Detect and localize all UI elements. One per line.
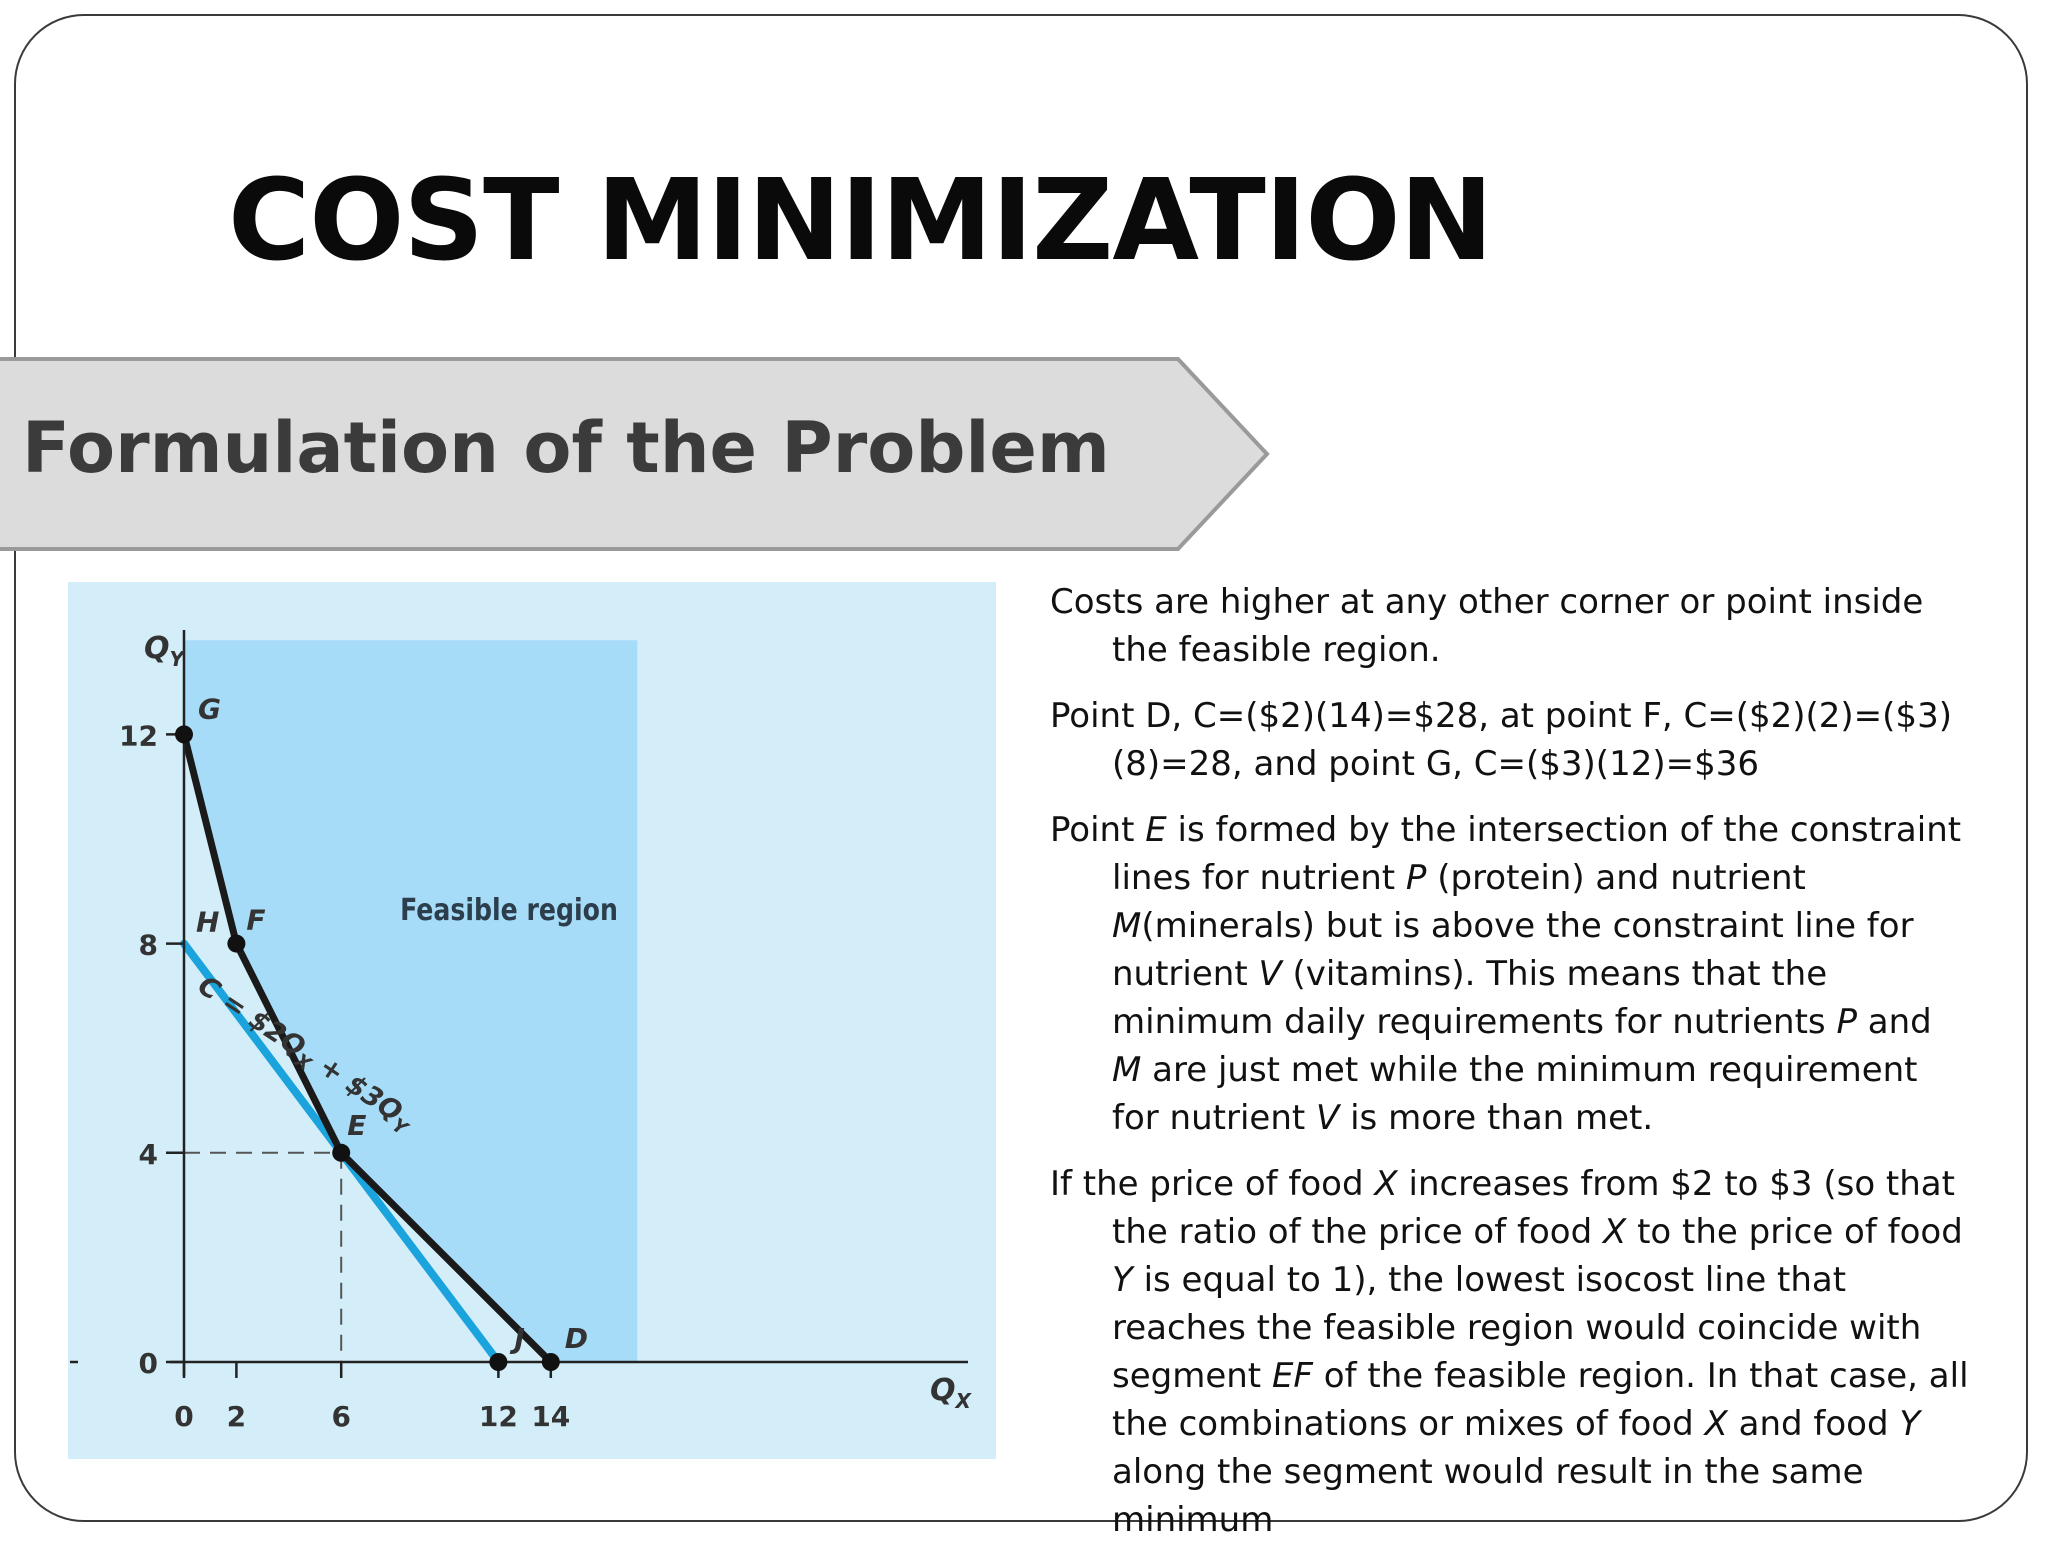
text-run: is formed by the intersection of the con… [1112, 810, 1962, 898]
text-run: are just met while the minimum requireme… [1112, 1050, 1918, 1138]
point-e-label: E [347, 1109, 366, 1142]
text-run: to the price of food [1626, 1212, 1963, 1252]
text-run: of the feasible region. In that case, al… [1112, 1356, 1969, 1444]
paragraph-4: If the price of food X increases from $2… [1050, 1160, 1970, 1544]
point-f-label: F [246, 904, 265, 937]
italic-term: V [1258, 954, 1282, 994]
text-run: Point [1050, 810, 1146, 850]
slide-title: COST MINIMIZATION [228, 156, 1493, 286]
x-axis-label: QX [930, 1373, 973, 1413]
slide-subtitle: Formulation of the Problem [22, 407, 1110, 489]
text-run: (minerals) but is above the constraint l… [1112, 906, 1914, 994]
x-tick-label: 14 [531, 1400, 570, 1433]
y-axis-label-subscript: Y [170, 647, 187, 671]
x-axis-label-subscript: X [954, 1389, 973, 1413]
point-f-marker [227, 934, 246, 953]
italic-term: P [1405, 858, 1427, 898]
explanation-text: Costs are higher at any other corner or … [1050, 578, 1970, 1562]
banner-arrow-shape [0, 357, 1270, 551]
italic-term: X [1374, 1164, 1398, 1204]
italic-term: P [1836, 1002, 1857, 1042]
point-g-marker [175, 725, 193, 744]
feasible-region [184, 640, 638, 1362]
paragraph-1: Costs are higher at any other corner or … [1050, 578, 1970, 674]
text-run: (vitamins). This means that the minimum … [1112, 954, 1837, 1042]
text-run: Costs are higher at any other corner or … [1050, 582, 1924, 670]
x-tick-label: 0 [174, 1400, 193, 1433]
x-tick-label: 6 [331, 1400, 350, 1433]
italic-term: Y [1112, 1260, 1133, 1300]
y-tick-label: 8 [139, 929, 158, 962]
italic-term: Y [1899, 1404, 1921, 1444]
y-tick-label: 12 [119, 719, 158, 752]
text-run: is more than met. [1339, 1098, 1654, 1138]
text-run: (protein) and nutrient [1426, 858, 1806, 898]
feasible-region-label: Feasible region [400, 892, 618, 928]
text-run: If the price of food [1050, 1164, 1375, 1204]
text-run: is equal to 1), the lowest isocost line … [1112, 1260, 1922, 1396]
y-axis-label: QY [144, 631, 187, 671]
point-g-label: G [198, 692, 221, 725]
point-d-marker [541, 1353, 560, 1371]
italic-term: V [1316, 1098, 1340, 1138]
text-run: Point D, C=($2)(14)=$28, at point F, C=(… [1050, 696, 1952, 784]
x-tick-label: 12 [479, 1400, 518, 1433]
point-h-label: H [196, 906, 219, 939]
text-run: along the segment would result in the sa… [1112, 1452, 1864, 1540]
y-tick-label: 0 [139, 1347, 158, 1380]
text-run: increases from $2 to $3 (so that the rat… [1112, 1164, 1955, 1252]
italic-term: X [1704, 1404, 1728, 1444]
text-run: and [1856, 1002, 1932, 1042]
point-e-marker [332, 1143, 351, 1162]
paragraph-2: Point D, C=($2)(14)=$28, at point F, C=(… [1050, 692, 1970, 788]
italic-term: E [1145, 810, 1167, 850]
text-run: and food [1727, 1404, 1900, 1444]
x-tick-label: 2 [227, 1400, 246, 1433]
point-d-label: D [565, 1322, 588, 1355]
y-tick-label: 4 [139, 1138, 158, 1171]
italic-term: M [1112, 1050, 1142, 1090]
point-j-marker [489, 1353, 508, 1371]
chart-panel: Feasible region 0 4 8 12 0 2 6 12 14 QY QX G F E D J H C =… [68, 582, 996, 1459]
italic-term: EF [1271, 1356, 1313, 1396]
subtitle-banner [0, 357, 1270, 551]
italic-term: X [1602, 1212, 1627, 1252]
paragraph-3: Point E is formed by the intersection of… [1050, 806, 1970, 1142]
italic-term: M [1112, 906, 1142, 946]
feasible-boundary-line [180, 733, 554, 1365]
